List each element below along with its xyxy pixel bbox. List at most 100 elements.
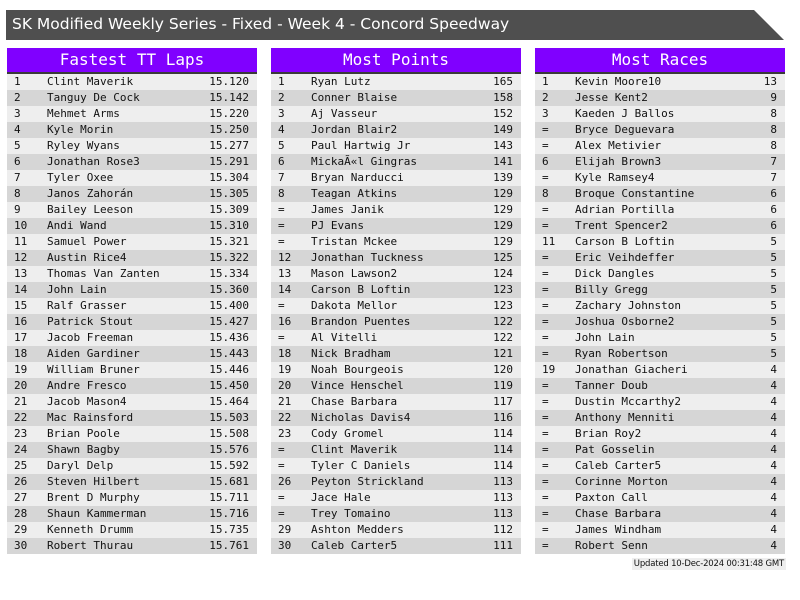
rank-cell: 10 xyxy=(14,219,28,232)
table-row: 18 Nick Bradham 121 xyxy=(271,346,521,362)
table-header: Most Races xyxy=(535,48,785,74)
value-cell: 5 xyxy=(770,347,777,360)
name-cell: Ashton Medders xyxy=(311,523,404,536)
title-bar: SK Modified Weekly Series - Fixed - Week… xyxy=(6,10,784,40)
table-row: 30 Caleb Carter5 111 xyxy=(271,538,521,554)
rank-cell: 12 xyxy=(14,251,28,264)
value-cell: 8 xyxy=(770,107,777,120)
rank-cell: 13 xyxy=(278,267,292,280)
value-cell: 111 xyxy=(493,539,513,552)
rank-cell: 23 xyxy=(14,427,28,440)
value-cell: 15.250 xyxy=(209,123,249,136)
name-cell: Andi Wand xyxy=(47,219,107,232)
rank-cell: = xyxy=(542,219,549,232)
rank-cell: = xyxy=(542,507,549,520)
value-cell: 4 xyxy=(770,475,777,488)
name-cell: Jacob Mason4 xyxy=(47,395,127,408)
value-cell: 15.142 xyxy=(209,91,249,104)
table-row: 23 Brian Poole 15.508 xyxy=(7,426,257,442)
name-cell: Noah Bourgeois xyxy=(311,363,404,376)
table-row: 4 Kyle Morin 15.250 xyxy=(7,122,257,138)
value-cell: 5 xyxy=(770,299,777,312)
rank-cell: 20 xyxy=(278,379,292,392)
value-cell: 114 xyxy=(493,459,513,472)
value-cell: 15.334 xyxy=(209,267,249,280)
rank-cell: 21 xyxy=(278,395,292,408)
table-row: 4 Jordan Blair2 149 xyxy=(271,122,521,138)
name-cell: Steven Hilbert xyxy=(47,475,140,488)
table-most-points: Most Points 1 Ryan Lutz 165 2 Conner Blaise 1… xyxy=(271,48,521,554)
name-cell: James Janik xyxy=(311,203,384,216)
value-cell: 15.291 xyxy=(209,155,249,168)
value-cell: 15.436 xyxy=(209,331,249,344)
value-cell: 4 xyxy=(770,539,777,552)
table-row: 29 Ashton Medders 112 xyxy=(271,522,521,538)
name-cell: Billy Gregg xyxy=(575,283,648,296)
updated-timestamp: Updated 10-Dec-2024 00:31:48 GMT xyxy=(631,558,786,570)
rank-cell: 4 xyxy=(278,123,285,136)
value-cell: 15.120 xyxy=(209,75,249,88)
name-cell: Anthony Menniti xyxy=(575,411,675,424)
rank-cell: 2 xyxy=(14,91,21,104)
name-cell: Jesse Kent2 xyxy=(575,91,648,104)
name-cell: Peyton Strickland xyxy=(311,475,424,488)
rank-cell: 7 xyxy=(14,171,21,184)
rank-cell: = xyxy=(542,459,549,472)
value-cell: 15.761 xyxy=(209,539,249,552)
value-cell: 15.681 xyxy=(209,475,249,488)
table-row: = Alex Metivier 8 xyxy=(535,138,785,154)
name-cell: Mehmet Arms xyxy=(47,107,120,120)
name-cell: Joshua Osborne2 xyxy=(575,315,675,328)
value-cell: 4 xyxy=(770,379,777,392)
table-row: = Joshua Osborne2 5 xyxy=(535,314,785,330)
rank-cell: = xyxy=(542,203,549,216)
table-row: = Al Vitelli 122 xyxy=(271,330,521,346)
value-cell: 5 xyxy=(770,267,777,280)
value-cell: 123 xyxy=(493,299,513,312)
rank-cell: 25 xyxy=(14,459,28,472)
rank-cell: = xyxy=(542,267,549,280)
rank-cell: 30 xyxy=(14,539,28,552)
rank-cell: 24 xyxy=(14,443,28,456)
table-row: 12 Jonathan Tuckness 125 xyxy=(271,250,521,266)
table-row: 8 Broque Constantine 6 xyxy=(535,186,785,202)
name-cell: Paul Hartwig Jr xyxy=(311,139,411,152)
name-cell: Mason Lawson2 xyxy=(311,267,398,280)
value-cell: 15.310 xyxy=(209,219,249,232)
rank-cell: 19 xyxy=(542,363,556,376)
name-cell: Chase Barbara xyxy=(311,395,398,408)
table-row: 25 Daryl Delp 15.592 xyxy=(7,458,257,474)
table-row: 11 Samuel Power 15.321 xyxy=(7,234,257,250)
table-row: 11 Carson B Loftin 5 xyxy=(535,234,785,250)
value-cell: 15.309 xyxy=(209,203,249,216)
name-cell: Ryley Wyans xyxy=(47,139,120,152)
rank-cell: 9 xyxy=(14,203,21,216)
value-cell: 112 xyxy=(493,523,513,536)
rank-cell: 14 xyxy=(278,283,292,296)
rank-cell: = xyxy=(542,443,549,456)
table-row: = Paxton Call 4 xyxy=(535,490,785,506)
rank-cell: = xyxy=(542,427,549,440)
table-row: = Caleb Carter5 4 xyxy=(535,458,785,474)
value-cell: 15.735 xyxy=(209,523,249,536)
value-cell: 158 xyxy=(493,91,513,104)
rank-cell: 14 xyxy=(14,283,28,296)
rank-cell: = xyxy=(542,411,549,424)
value-cell: 15.305 xyxy=(209,187,249,200)
rank-cell: = xyxy=(278,459,285,472)
rank-cell: = xyxy=(278,235,285,248)
value-cell: 15.711 xyxy=(209,491,249,504)
rank-cell: = xyxy=(542,331,549,344)
name-cell: Ryan Lutz xyxy=(311,75,371,88)
table-row: 6 Jonathan Rose3 15.291 xyxy=(7,154,257,170)
name-cell: PJ Evans xyxy=(311,219,364,232)
rank-cell: 12 xyxy=(278,251,292,264)
table-header: Most Points xyxy=(271,48,521,74)
name-cell: Thomas Van Zanten xyxy=(47,267,160,280)
rank-cell: 19 xyxy=(14,363,28,376)
name-cell: Brandon Puentes xyxy=(311,315,411,328)
value-cell: 15.508 xyxy=(209,427,249,440)
rank-cell: 23 xyxy=(278,427,292,440)
rank-cell: 3 xyxy=(542,107,549,120)
rank-cell: 11 xyxy=(542,235,556,248)
